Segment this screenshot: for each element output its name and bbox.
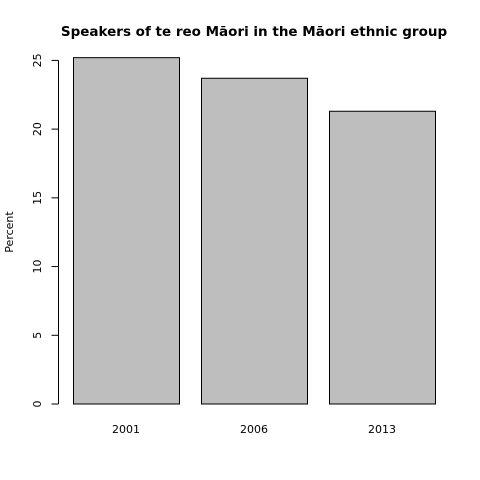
y-axis-label: Percent [3,211,16,253]
y-tick-label-5: 5 [31,332,44,339]
bar-2006 [201,77,308,405]
bars-group [73,57,436,405]
bar-2001 [73,57,180,405]
chart-title: Speakers of te reo Māori in the Māori et… [61,24,448,40]
x-tick-label-2006: 2006 [240,423,268,436]
y-tick-label-20: 20 [31,122,44,136]
bar-2013 [329,110,436,405]
x-tick-label-2013: 2013 [368,423,396,436]
y-tick-label-10: 10 [31,260,44,274]
x-tick-label-2001: 2001 [112,423,140,436]
y-tick-label-15: 15 [31,191,44,205]
y-tick-label-25: 25 [31,53,44,67]
x-tick-labels: 2001 2006 2013 [112,423,396,436]
y-axis: 0 5 10 15 20 25 [31,53,59,408]
y-tick-label-0: 0 [31,401,44,408]
